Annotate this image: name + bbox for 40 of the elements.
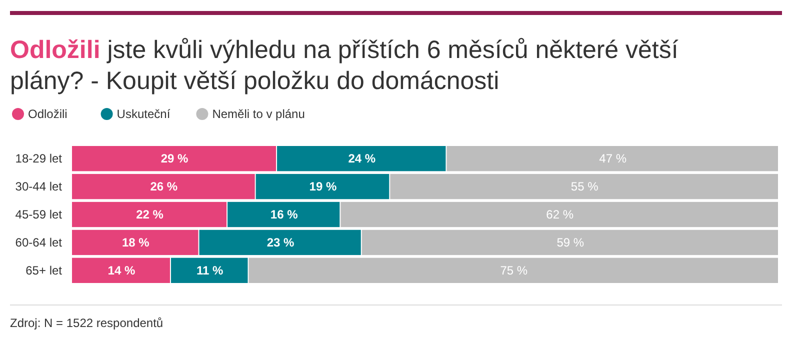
bar — [228, 202, 340, 228]
bar — [170, 258, 248, 283]
bar — [362, 230, 778, 256]
legend-label: Neměli to v plánu — [212, 107, 305, 121]
data-label: 14 % — [108, 263, 136, 278]
bar — [256, 174, 390, 200]
bar — [72, 258, 170, 283]
bar — [277, 146, 446, 172]
data-label: 29 % — [160, 152, 189, 166]
data-label: 24 % — [348, 152, 376, 166]
data-label: 22 % — [136, 208, 164, 222]
bar — [72, 202, 227, 228]
bar — [446, 146, 778, 172]
bar — [390, 174, 778, 200]
data-label: 59 % — [556, 235, 584, 250]
bar — [248, 258, 778, 283]
data-label: 26 % — [150, 180, 178, 194]
bar — [72, 146, 276, 172]
y-tick-label: 65+ let — [26, 263, 63, 278]
y-tick-label: 60-64 let — [15, 235, 63, 250]
y-tick-label: 45-59 let — [15, 208, 63, 222]
y-tick-label: 30-44 let — [15, 180, 63, 194]
data-label: 75 % — [500, 263, 528, 278]
data-label: 62 % — [546, 208, 574, 222]
data-label: 11 % — [196, 263, 224, 278]
bar — [340, 202, 778, 228]
legend-label: Uskuteční — [116, 107, 171, 121]
bar — [72, 230, 198, 256]
bar — [72, 174, 255, 200]
data-label: 16 % — [270, 208, 298, 222]
data-label: 18 % — [122, 235, 150, 250]
data-label: 55 % — [570, 180, 599, 194]
data-label: 47 % — [599, 152, 627, 166]
legend-label: Odložili — [28, 107, 68, 121]
bar — [199, 230, 361, 256]
y-tick-label: 18-29 let — [15, 152, 63, 166]
chart-title: Odložili jste kvůli výhledu na příštích 6 měsíců některé větší plány? - Koupit větší položku do domácnosti — [10, 36, 678, 95]
text: Zdroj: N = 1522 respondentů — [10, 316, 164, 330]
data-label: 19 % — [309, 180, 337, 194]
data-label: 23 % — [266, 235, 295, 250]
